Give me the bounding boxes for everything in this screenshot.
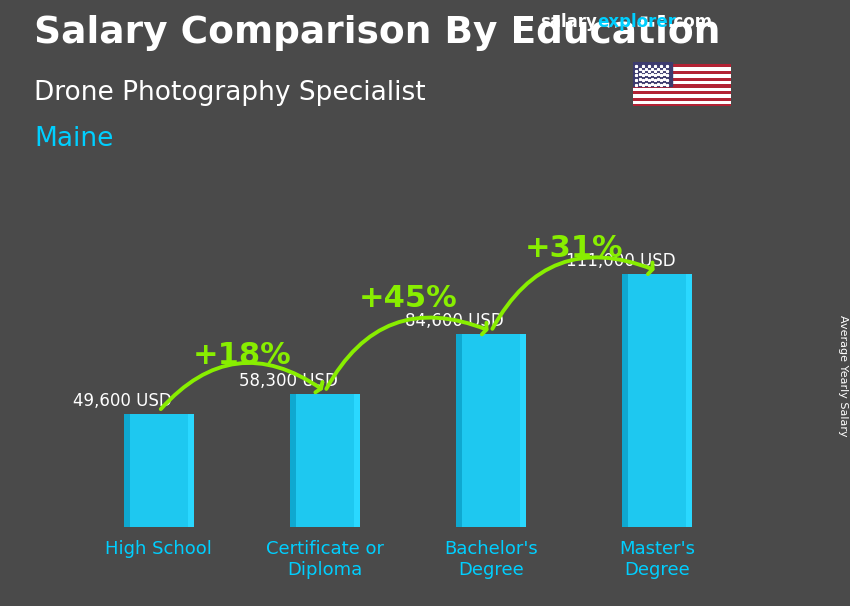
Text: 58,300 USD: 58,300 USD <box>239 372 338 390</box>
Bar <box>633 78 731 81</box>
Text: Drone Photography Specialist: Drone Photography Specialist <box>34 80 426 106</box>
Bar <box>124 414 194 527</box>
Text: Average Yearly Salary: Average Yearly Salary <box>838 315 848 436</box>
Bar <box>456 334 526 527</box>
Text: salary: salary <box>540 13 597 32</box>
Bar <box>633 74 731 78</box>
Bar <box>622 274 692 527</box>
Bar <box>633 71 731 74</box>
Text: 84,600 USD: 84,600 USD <box>405 312 504 330</box>
Bar <box>633 64 731 67</box>
Bar <box>124 414 130 527</box>
Text: .com: .com <box>667 13 712 32</box>
Bar <box>686 274 692 527</box>
Bar <box>633 62 672 86</box>
Text: Maine: Maine <box>34 126 113 152</box>
Bar <box>633 67 731 71</box>
Text: Salary Comparison By Education: Salary Comparison By Education <box>34 15 720 51</box>
Bar <box>290 394 296 527</box>
Bar <box>456 334 462 527</box>
Bar <box>633 98 731 101</box>
Text: +18%: +18% <box>193 341 292 370</box>
Bar <box>633 81 731 84</box>
Bar <box>622 274 628 527</box>
Text: +31%: +31% <box>524 234 623 263</box>
Bar <box>633 101 731 104</box>
Bar <box>633 95 731 98</box>
Bar <box>633 104 731 108</box>
Bar <box>354 394 360 527</box>
Bar <box>633 88 731 91</box>
Bar <box>633 91 731 95</box>
Bar <box>633 84 731 88</box>
Text: 111,000 USD: 111,000 USD <box>566 251 676 270</box>
Text: 49,600 USD: 49,600 USD <box>73 392 172 410</box>
Bar <box>520 334 526 527</box>
Text: +45%: +45% <box>359 284 457 313</box>
Text: explorer: explorer <box>598 13 677 32</box>
Bar <box>188 414 194 527</box>
Bar <box>290 394 360 527</box>
